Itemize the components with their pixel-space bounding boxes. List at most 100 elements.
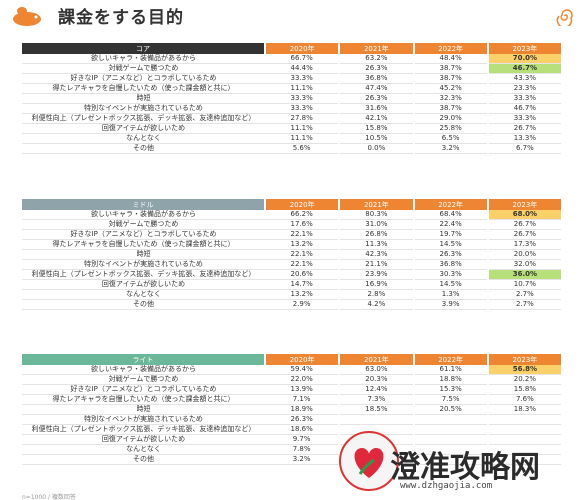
- page-title: 課金をする目的: [58, 8, 184, 28]
- value-cell: 10.5%: [339, 133, 415, 144]
- table-header-row: コア 2020年 2021年 2022年 2023年: [22, 43, 564, 54]
- value-cell: 36.0%: [487, 269, 564, 280]
- row-label: 時短: [22, 404, 265, 415]
- row-label: 利便性向上（プレゼントボックス拡張、デッキ拡張、友達枠追加など）: [22, 113, 265, 124]
- value-cell: 38.7%: [413, 103, 489, 114]
- value-cell: 26.7%: [487, 123, 564, 134]
- value-cell: 26.3%: [265, 414, 341, 425]
- value-cell: 68.0%: [487, 210, 564, 220]
- value-cell: 68.4%: [413, 210, 489, 220]
- row-label: 回復アイテムが欲しいため: [22, 279, 265, 290]
- value-cell: 61.1%: [413, 365, 489, 375]
- value-cell: 20.6%: [265, 269, 341, 280]
- value-cell: 18.3%: [487, 404, 564, 415]
- table-header-row: ミドル 2020年 2021年 2022年 2023年: [22, 199, 564, 210]
- value-cell: 33.3%: [265, 73, 341, 84]
- table-row: 好きなIP（アニメなど）とコラボしているため 33.3% 36.8% 38.7% 43.…: [22, 73, 564, 84]
- value-cell: 22.1%: [265, 249, 341, 260]
- table-row: 利便性向上（プレゼントボックス拡張、デッキ拡張、友達枠追加など） 27.8% 42.…: [22, 113, 564, 124]
- heart-logo-icon: [339, 431, 399, 491]
- value-cell: 7.8%: [265, 444, 341, 455]
- table-row: 好きなIP（アニメなど）とコラボしているため 22.1% 26.8% 19.7% 26.…: [22, 229, 564, 240]
- table-row: 得たレアキャラを自慢したいため（使った課金額と共に） 11.1% 47.4% 45.2…: [22, 83, 564, 94]
- value-cell: 66.7%: [265, 54, 341, 64]
- light-table: ライト 2020年 2021年 2022年 2023年 欲しいキャラ・装備品があるから 5…: [22, 354, 564, 465]
- row-label: 特別なイベントが実施されているため: [22, 414, 265, 425]
- value-cell: [413, 424, 489, 435]
- row-label: その他: [22, 454, 265, 465]
- row-label: 特別なイベントが実施されているため: [22, 103, 265, 114]
- year-header: 2021年: [339, 199, 415, 210]
- category-header: ミドル: [22, 199, 266, 210]
- value-cell: 32.0%: [487, 259, 564, 270]
- row-label: 利便性向上（プレゼントボックス拡張、デッキ拡張、友達枠追加など）: [22, 269, 265, 280]
- row-label: 欲しいキャラ・装備品があるから: [22, 365, 265, 375]
- value-cell: [487, 414, 564, 425]
- row-label: 対戦ゲームで勝つため: [22, 219, 265, 230]
- value-cell: 7.6%: [487, 394, 564, 405]
- value-cell: 66.2%: [265, 210, 341, 220]
- table-row: 欲しいキャラ・装備品があるから 66.2% 80.3% 68.4% 68.0%: [22, 210, 564, 220]
- value-cell: 14.5%: [413, 279, 489, 290]
- value-cell: 18.8%: [413, 374, 489, 385]
- swirl-icon: [556, 9, 573, 26]
- value-cell: 0.0%: [339, 143, 415, 154]
- table-row: 特別なイベントが実施されているため 26.3%: [22, 414, 564, 425]
- core-table: コア 2020年 2021年 2022年 2023年 欲しいキャラ・装備品があるから 66…: [22, 43, 564, 154]
- value-cell: 43.3%: [487, 73, 564, 84]
- category-header: ライト: [22, 354, 266, 365]
- value-cell: 38.7%: [413, 63, 489, 74]
- value-cell: 31.0%: [339, 219, 415, 230]
- value-cell: [487, 454, 564, 465]
- row-label: 特別なイベントが実施されているため: [22, 259, 265, 270]
- row-label: なんとなく: [22, 289, 265, 300]
- table-row: 得たレアキャラを自慢したいため（使った課金額と共に） 13.2% 11.3% 14.5…: [22, 239, 564, 250]
- year-header: 2022年: [413, 43, 489, 54]
- value-cell: 20.0%: [487, 249, 564, 260]
- value-cell: 38.7%: [413, 73, 489, 84]
- table-body: 欲しいキャラ・装備品があるから 66.2% 80.3% 68.4% 68.0% 対戦ゲーム…: [22, 210, 564, 310]
- row-label: 時短: [22, 93, 265, 104]
- table-row: 特別なイベントが実施されているため 33.3% 31.6% 38.7% 46.7%: [22, 103, 564, 114]
- table-row: 特別なイベントが実施されているため 22.1% 21.1% 36.8% 32.0%: [22, 259, 564, 270]
- row-label: 回復アイテムが欲しいため: [22, 123, 265, 134]
- table-row: 欲しいキャラ・装備品があるから 59.4% 63.0% 61.1% 56.8%: [22, 365, 564, 375]
- value-cell: 3.9%: [413, 299, 489, 310]
- row-label: 好きなIP（アニメなど）とコラボしているため: [22, 229, 265, 240]
- value-cell: [413, 454, 489, 465]
- value-cell: 30.3%: [413, 269, 489, 280]
- row-label: 時短: [22, 249, 265, 260]
- value-cell: [487, 444, 564, 455]
- row-label: 得たレアキャラを自慢したいため（使った課金額と共に）: [22, 239, 265, 250]
- value-cell: 21.1%: [339, 259, 415, 270]
- value-cell: 19.7%: [413, 229, 489, 240]
- table-body: 欲しいキャラ・装備品があるから 66.7% 63.2% 48.4% 70.0% 対戦ゲーム…: [22, 54, 564, 154]
- table-row: 回復アイテムが欲しいため 11.1% 15.8% 25.8% 26.7%: [22, 123, 564, 134]
- year-header: 2020年: [265, 43, 341, 54]
- table-row: なんとなく 13.2% 2.8% 1.3% 2.7%: [22, 289, 564, 300]
- table-row: 対戦ゲームで勝つため 22.0% 20.3% 18.8% 20.2%: [22, 374, 564, 385]
- value-cell: [487, 424, 564, 435]
- value-cell: 63.0%: [339, 365, 415, 375]
- value-cell: [339, 414, 415, 425]
- table-row: その他 2.9% 4.2% 3.9% 2.7%: [22, 299, 564, 310]
- middle-table: ミドル 2020年 2021年 2022年 2023年 欲しいキャラ・装備品があるから 6…: [22, 199, 564, 310]
- value-cell: 46.7%: [487, 63, 564, 74]
- value-cell: [413, 414, 489, 425]
- row-label: 利便性向上（プレゼントボックス拡張、デッキ拡張、友達枠追加など）: [22, 424, 265, 435]
- value-cell: 2.9%: [265, 299, 341, 310]
- value-cell: 32.3%: [413, 93, 489, 104]
- row-label: 得たレアキャラを自慢したいため（使った課金額と共に）: [22, 83, 265, 94]
- table-row: 回復アイテムが欲しいため 14.7% 16.9% 14.5% 10.7%: [22, 279, 564, 290]
- value-cell: 22.4%: [413, 219, 489, 230]
- year-header: 2023年: [487, 43, 564, 54]
- value-cell: 27.8%: [265, 113, 341, 124]
- value-cell: 80.3%: [339, 210, 415, 220]
- table-row: 得たレアキャラを自慢したいため（使った課金額と共に） 7.1% 7.3% 7.5% 7.…: [22, 394, 564, 405]
- value-cell: 22.0%: [265, 374, 341, 385]
- value-cell: 14.7%: [265, 279, 341, 290]
- row-label: 好きなIP（アニメなど）とコラボしているため: [22, 384, 265, 395]
- value-cell: 59.4%: [265, 365, 341, 375]
- watermark: 澄准攻略网 www.dzhgaojia.com: [330, 430, 580, 500]
- value-cell: 3.2%: [265, 454, 341, 465]
